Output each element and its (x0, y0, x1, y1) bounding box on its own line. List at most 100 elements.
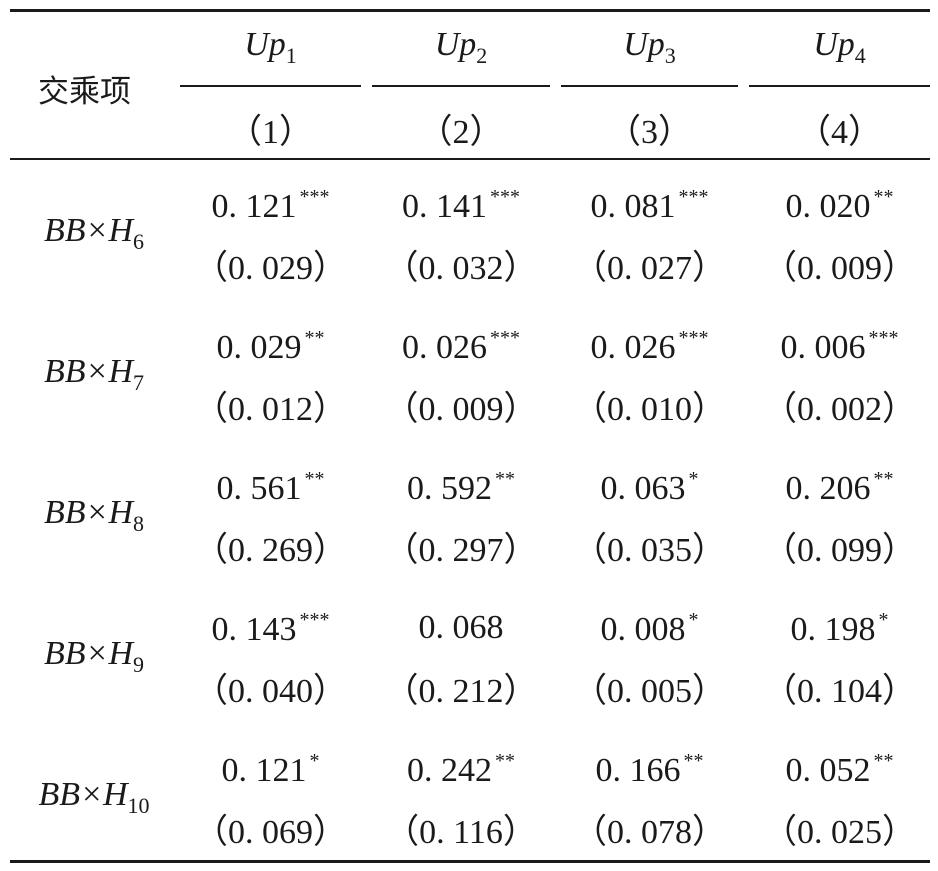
significance-stars: *** (490, 186, 520, 208)
coefficient-cell: 0. 206 ** (749, 468, 930, 508)
row-label: BB×H6 (10, 212, 178, 255)
significance-stars: * (688, 468, 699, 490)
standard-error-cell: （0. 002） (763, 391, 916, 428)
coefficient-value: 0. 006 (780, 329, 866, 366)
coefficient-cell: 0. 006 *** (749, 327, 930, 367)
coefficient-cell: 0. 242 ** (372, 750, 550, 790)
row-label-sub: 9 (133, 652, 145, 677)
coefficient-cell: 0. 143 *** (180, 609, 361, 649)
standard-error-cell: （0. 032） (384, 250, 538, 287)
column-header-1: Up1 (180, 26, 361, 69)
standard-error-cell: （0. 297） (384, 532, 538, 569)
significance-stars: *** (299, 609, 330, 631)
standard-error-cell: （0. 040） (194, 673, 347, 710)
significance-stars: ** (683, 750, 704, 772)
column-underline-3 (561, 85, 738, 87)
row-label-text: BB×H (43, 494, 134, 531)
coefficient-value: 0. 143 (211, 611, 297, 648)
coefficient-value: 0. 561 (216, 470, 302, 507)
standard-error-cell: （0. 069） (194, 814, 347, 851)
standard-error-cell: （0. 009） (384, 391, 538, 428)
coefficient-cell: 0. 561 ** (180, 468, 361, 508)
significance-stars: *** (868, 327, 899, 349)
significance-stars: *** (299, 186, 330, 208)
column-header-2: Up2 (372, 26, 550, 69)
column-sub: 1 (285, 43, 297, 68)
column-var: Up (623, 26, 665, 63)
coefficient-cell: 0. 198 * (749, 609, 930, 649)
coefficient-value: 0. 068 (418, 609, 504, 646)
column-sub: 2 (476, 43, 488, 68)
significance-stars: *** (678, 186, 709, 208)
standard-error-cell: （0. 012） (194, 391, 347, 428)
row-label: BB×H8 (10, 494, 178, 537)
column-var: Up (434, 26, 477, 63)
standard-error-cell: （0. 005） (573, 673, 726, 710)
coefficient-value: 0. 206 (785, 470, 871, 507)
coefficient-cell: 0. 026 *** (561, 327, 738, 367)
standard-error-cell: （0. 009） (763, 250, 916, 287)
significance-stars: *** (678, 327, 709, 349)
coefficient-cell: 0. 026 *** (372, 327, 550, 367)
row-label: BB×H9 (10, 635, 178, 678)
coefficient-value: 0. 592 (407, 470, 492, 507)
coefficient-value: 0. 121 (221, 752, 307, 789)
standard-error-cell: （0. 099） (763, 532, 916, 569)
coefficient-value: 0. 166 (595, 752, 681, 789)
standard-error-cell: （0. 116） (385, 814, 537, 851)
top-rule (10, 9, 930, 12)
coefficient-cell: 0. 166 ** (561, 750, 738, 790)
significance-stars: ** (495, 750, 515, 772)
column-sub: 3 (664, 43, 676, 68)
significance-stars: ** (873, 186, 894, 208)
coefficient-value: 0. 198 (790, 611, 876, 648)
row-label: BB×H7 (10, 353, 178, 396)
coefficient-value: 0. 081 (590, 188, 676, 225)
coefficient-cell: 0. 121 * (180, 750, 361, 790)
row-label-text: BB×H (43, 212, 134, 249)
coefficient-cell: 0. 068 (372, 609, 550, 647)
standard-error-cell: （0. 269） (194, 532, 347, 569)
row-label-sub: 7 (133, 370, 145, 395)
coefficient-value: 0. 141 (402, 188, 487, 225)
coefficient-value: 0. 020 (785, 188, 871, 225)
column-number-2: （2） (418, 114, 504, 151)
significance-stars: ** (304, 327, 325, 349)
standard-error-cell: （0. 104） (763, 673, 916, 710)
coefficient-value: 0. 121 (211, 188, 297, 225)
column-sub: 4 (854, 43, 866, 68)
standard-error-cell: （0. 025） (763, 814, 916, 851)
row-label-text: BB×H (43, 353, 134, 390)
coefficient-cell: 0. 063 * (561, 468, 738, 508)
significance-stars: ** (873, 750, 894, 772)
coefficient-value: 0. 008 (600, 611, 686, 648)
coefficient-cell: 0. 592 ** (372, 468, 550, 508)
row-label-sub: 6 (133, 229, 145, 254)
significance-stars: ** (495, 468, 515, 490)
standard-error-cell: （0. 212） (384, 673, 538, 710)
column-number-1: （1） (228, 114, 313, 151)
header-rule (10, 158, 930, 160)
column-underline-1 (180, 85, 361, 87)
row-label-sub: 8 (133, 511, 145, 536)
column-var: Up (244, 26, 286, 63)
column-number-3: （3） (607, 114, 692, 151)
standard-error-cell: （0. 035） (573, 532, 726, 569)
coefficient-value: 0. 026 (590, 329, 676, 366)
coefficient-value: 0. 026 (402, 329, 487, 366)
corner-label: 交乘项 (38, 74, 131, 110)
row-label: BB×H10 (10, 776, 178, 819)
coefficient-value: 0. 242 (407, 752, 492, 789)
coefficient-cell: 0. 121 *** (180, 186, 361, 226)
standard-error-cell: （0. 027） (573, 250, 726, 287)
coefficient-value: 0. 029 (216, 329, 302, 366)
coefficient-cell: 0. 052 ** (749, 750, 930, 790)
coefficient-cell: 0. 141 *** (372, 186, 550, 226)
coefficient-cell: 0. 008 * (561, 609, 738, 649)
column-underline-4 (749, 85, 930, 87)
significance-stars: ** (304, 468, 325, 490)
coefficient-value: 0. 063 (600, 470, 686, 507)
coefficient-cell: 0. 029 ** (180, 327, 361, 367)
significance-stars: ** (873, 468, 894, 490)
coefficient-value: 0. 052 (785, 752, 871, 789)
